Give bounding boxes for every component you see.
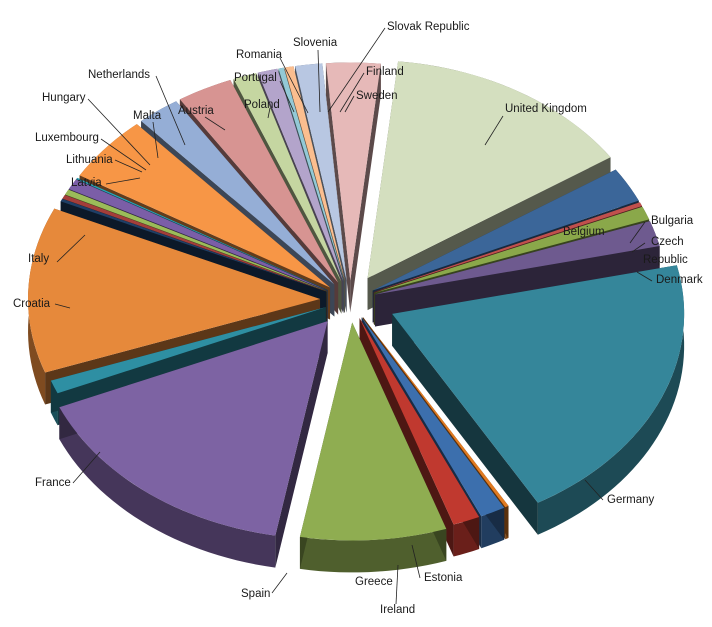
label-greece: Greece bbox=[355, 576, 393, 588]
label-austria: Austria bbox=[178, 105, 214, 117]
slice-top bbox=[362, 316, 509, 508]
slice-top bbox=[278, 67, 345, 281]
slice-top bbox=[68, 179, 328, 291]
leader-line bbox=[411, 544, 421, 579]
leader-line bbox=[629, 221, 646, 244]
slice-labels: United Kingdom Belgium Bulgaria Czech Republ… bbox=[13, 21, 703, 616]
slice-sweden bbox=[325, 62, 381, 313]
slice-top bbox=[50, 307, 326, 394]
slice-wall bbox=[59, 407, 276, 568]
slice-germany bbox=[392, 265, 685, 535]
slice-top bbox=[257, 68, 344, 282]
leader-line bbox=[105, 177, 141, 185]
slice-top bbox=[374, 221, 660, 295]
slice-spain bbox=[299, 322, 447, 573]
label-slovak-republic: Slovak Republic bbox=[387, 21, 470, 33]
label-denmark: Denmark bbox=[656, 274, 703, 286]
label-france: France bbox=[35, 477, 71, 489]
slice-side bbox=[392, 313, 538, 535]
leader-line bbox=[204, 116, 226, 131]
slice-top bbox=[65, 189, 327, 292]
leader-line bbox=[100, 138, 147, 171]
leader-line bbox=[54, 303, 71, 309]
leader-line bbox=[636, 271, 653, 282]
label-united-kingdom: United Kingdom bbox=[505, 103, 587, 115]
leader-line bbox=[395, 564, 399, 605]
slice-top bbox=[361, 317, 505, 517]
slice-top bbox=[28, 208, 321, 373]
label-netherlands: Netherlands bbox=[88, 69, 150, 81]
leader-line bbox=[327, 27, 386, 113]
leader-line bbox=[114, 159, 143, 173]
label-bulgaria: Bulgaria bbox=[651, 215, 694, 227]
slice-top bbox=[325, 62, 381, 281]
label-luxembourg: Luxembourg bbox=[35, 132, 99, 144]
slice-side bbox=[325, 63, 351, 313]
slice-top bbox=[76, 177, 328, 291]
label-estonia: Estonia bbox=[424, 572, 463, 584]
leader-line bbox=[279, 57, 309, 114]
slice-top bbox=[373, 202, 643, 293]
slice-top bbox=[179, 80, 339, 283]
leader-line bbox=[271, 572, 288, 594]
label-latvia: Latvia bbox=[71, 177, 102, 189]
slice-top bbox=[60, 198, 327, 292]
leader-line bbox=[267, 107, 271, 119]
slice-top bbox=[284, 66, 346, 281]
leader-line bbox=[155, 75, 186, 146]
label-finland: Finland bbox=[366, 66, 404, 78]
slice-france bbox=[59, 321, 328, 568]
slice-top bbox=[79, 124, 331, 288]
slice-top bbox=[374, 206, 650, 293]
label-ireland: Ireland bbox=[380, 604, 415, 616]
leader-line bbox=[317, 49, 321, 113]
slice-top bbox=[367, 61, 611, 279]
slice-top bbox=[62, 194, 327, 292]
slice-side bbox=[275, 321, 328, 568]
leader-line bbox=[279, 80, 295, 113]
label-romania: Romania bbox=[236, 49, 283, 61]
slice-wall bbox=[299, 528, 447, 573]
leader-line bbox=[72, 451, 101, 484]
label-portugal: Portugal bbox=[234, 72, 277, 84]
slice-top bbox=[372, 169, 639, 291]
slice-top bbox=[392, 265, 685, 503]
label-lithuania: Lithuania bbox=[66, 154, 113, 166]
leader-line bbox=[339, 72, 365, 113]
slice-top bbox=[299, 322, 447, 541]
leader-line bbox=[56, 234, 86, 263]
label-belgium: Belgium bbox=[563, 226, 605, 238]
slice-wall bbox=[537, 265, 685, 535]
leader-line bbox=[484, 115, 504, 146]
label-spain: Spain bbox=[241, 588, 270, 600]
slice-top bbox=[141, 101, 335, 285]
leader-line bbox=[344, 95, 355, 113]
label-hungary: Hungary bbox=[42, 92, 86, 104]
leader-line bbox=[152, 121, 159, 159]
slice-top bbox=[359, 318, 480, 525]
slice-top bbox=[59, 321, 328, 536]
slice-side bbox=[350, 63, 381, 313]
label-germany: Germany bbox=[607, 494, 655, 506]
slice-side bbox=[50, 307, 326, 413]
label-sweden: Sweden bbox=[356, 90, 398, 102]
slice-top bbox=[233, 73, 342, 282]
label-croatia: Croatia bbox=[13, 298, 51, 310]
leader-line bbox=[631, 242, 646, 253]
label-slovenia: Slovenia bbox=[293, 37, 338, 49]
pie-slices bbox=[28, 61, 685, 573]
label-italy: Italy bbox=[28, 253, 49, 265]
label-malta: Malta bbox=[133, 110, 162, 122]
leader-line bbox=[87, 98, 151, 166]
leader-line bbox=[584, 479, 604, 501]
slice-top bbox=[295, 63, 347, 281]
label-czech-republic: Czech Republic bbox=[643, 236, 688, 266]
label-poland: Poland bbox=[244, 99, 280, 111]
